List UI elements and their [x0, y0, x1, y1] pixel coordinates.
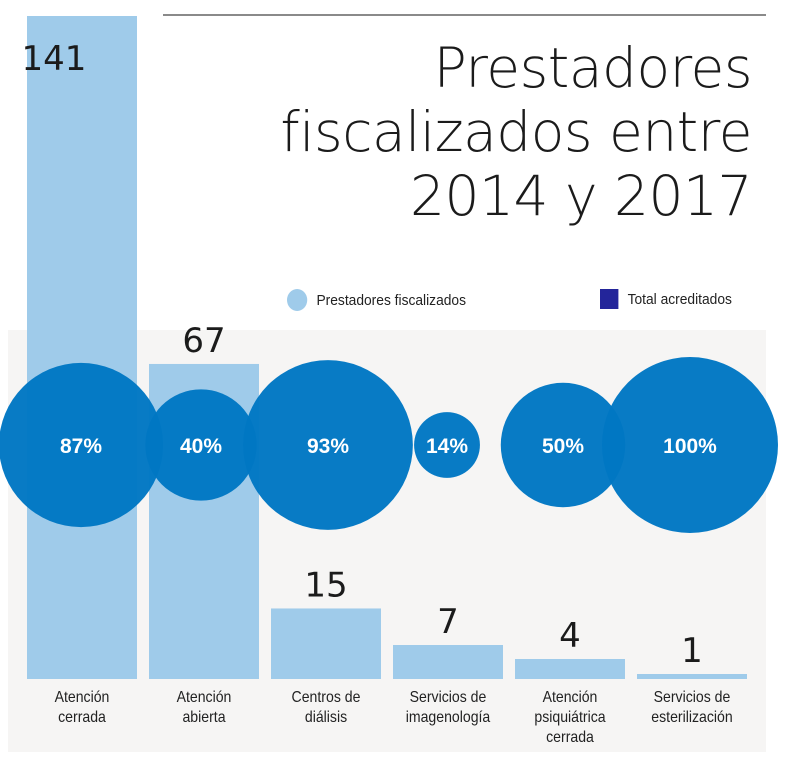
title-rule-divider [163, 14, 766, 16]
bar-6 [637, 674, 747, 679]
bar-value-label-2: 67 [182, 321, 225, 361]
bubble-percent-label-3: 93% [307, 435, 349, 458]
category-label-6: Servicios de esterilización [651, 689, 733, 726]
category-label-1: Atención cerrada [54, 689, 110, 726]
bubble-1 [0, 362, 164, 528]
legend-label-fiscalizados: Prestadores fiscalizados [316, 291, 467, 309]
bubbles-layer [0, 357, 778, 533]
bar-3 [271, 608, 381, 679]
bar-value-label-5: 4 [559, 616, 581, 656]
legend-label-acreditados: Total acreditados [627, 290, 732, 308]
bar-value-label-1: 141 [22, 39, 87, 79]
chart-title: Prestadores fiscalizados entre 2014 y 20… [280, 36, 752, 228]
legend-item-fiscalizados: Prestadores fiscalizados [287, 289, 466, 311]
bubble-percent-label-5: 50% [542, 435, 584, 458]
bar-value-label-4: 7 [437, 602, 459, 642]
bubble-percent-label-1: 87% [60, 435, 102, 458]
bar-1 [27, 16, 137, 679]
bubble-percent-label-6: 100% [663, 435, 717, 458]
category-label-3: Centros de diálisis [291, 689, 361, 726]
bar-value-label-6: 1 [681, 631, 703, 671]
category-label-4: Servicios de imagenología [405, 689, 491, 726]
bar-value-label-3: 15 [304, 565, 347, 605]
bubble-4 [414, 412, 480, 478]
bubble-percent-label-2: 40% [180, 435, 222, 458]
bars-layer [27, 16, 747, 679]
category-label-5: Atención psiquiátrica cerrada [534, 689, 606, 746]
bubble-percent-label-4: 14% [426, 435, 468, 458]
legend-square-swatch-icon [600, 289, 619, 309]
bar-5 [515, 659, 625, 679]
bubble-3 [243, 360, 413, 530]
bar-4 [393, 645, 503, 679]
legend-item-acreditados: Total acreditados [600, 289, 732, 309]
category-label-2: Atención abierta [176, 689, 232, 726]
bubble-2 [145, 389, 257, 501]
bubble-6 [602, 357, 778, 533]
legend-circle-swatch-icon [287, 289, 308, 311]
bubble-5 [500, 382, 626, 508]
percent-labels-layer: 87% 40% 93% 14% 50% 100% [60, 435, 717, 458]
value-labels-layer: 141 67 15 7 4 1 [22, 39, 703, 671]
